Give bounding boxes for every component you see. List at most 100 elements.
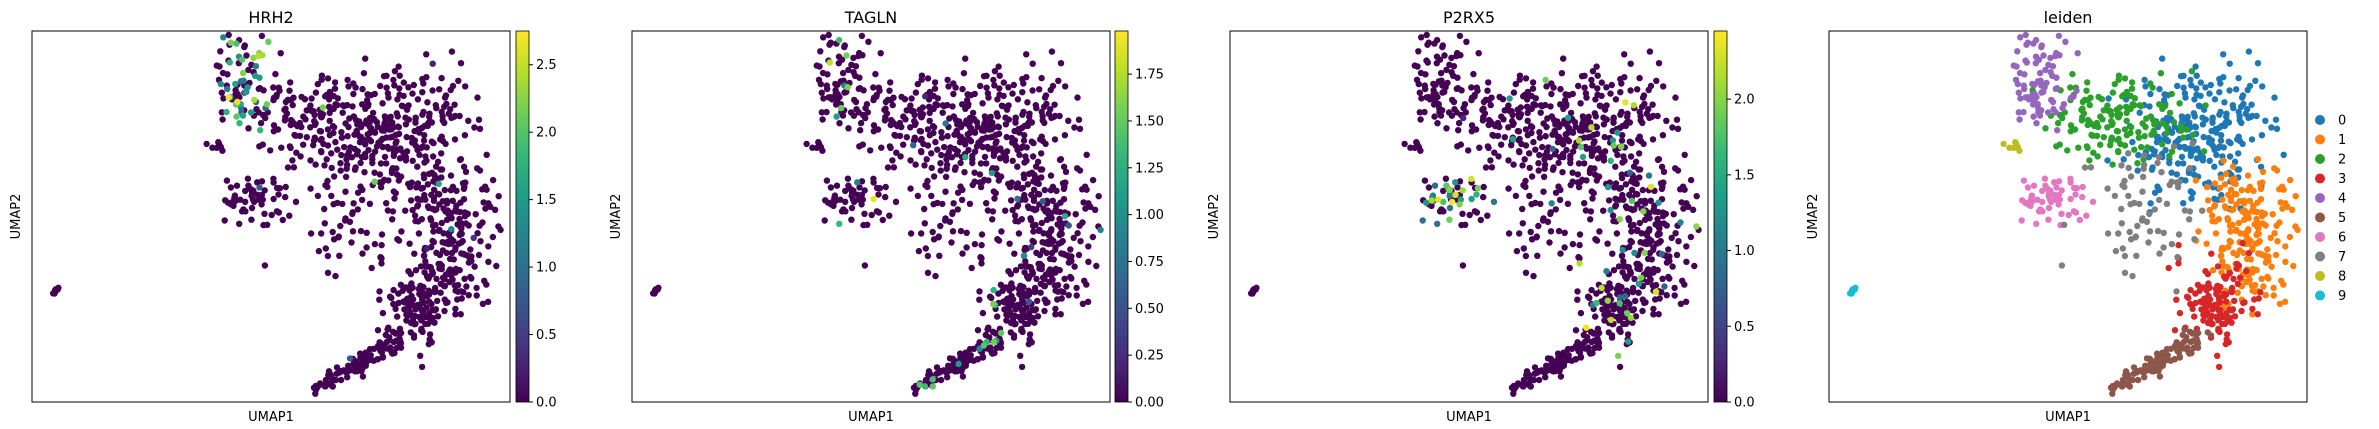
cell-point [1042,208,1049,215]
cell-point [1623,298,1631,305]
cell-point [1675,238,1682,245]
cell-point [2226,222,2234,229]
cell-point [2224,338,2231,345]
cell-point [967,138,975,145]
cell-point [1435,196,1442,203]
cell-point [284,164,292,171]
cell-point [932,138,939,146]
cell-point [321,220,328,227]
cell-point [1516,230,1523,237]
cell-point [969,181,976,189]
cell-point [2184,344,2191,351]
cell-point [1039,112,1046,120]
cell-point [876,87,883,94]
cell-point [2119,245,2126,252]
cell-point [217,80,224,88]
cell-point [1532,199,1539,207]
cell-point [258,178,266,185]
cell-point [1564,114,1572,122]
cell-point [962,55,969,62]
cell-point [1431,40,1438,47]
colorbar-tick-label: 1.25 [1135,161,1164,176]
cell-point [1006,309,1014,316]
cell-point [1512,192,1520,200]
cell-point [995,177,1002,184]
cell-point [1590,148,1597,155]
cell-point [2105,95,2112,102]
cell-point [381,113,389,120]
cell-point [2199,207,2206,214]
cell-point [1623,204,1631,212]
cell-point [430,238,437,246]
cell-point [2131,101,2138,109]
cell-point [2138,143,2145,151]
cell-point [2253,112,2260,120]
cell-point [454,281,462,289]
cell-point [1522,252,1530,260]
cell-point [411,321,418,328]
cell-point [1056,208,1064,216]
cell-point [328,192,335,200]
cell-point [950,90,957,98]
cell-point [1672,230,1679,237]
cell-point [1468,195,1475,203]
cell-point [456,112,463,120]
cell-point [1047,240,1055,247]
cell-point [970,357,977,364]
cell-point [364,102,372,110]
cell-point [2238,119,2245,127]
cell-point [325,371,332,379]
cell-point [2254,311,2261,318]
cell-point [415,125,422,133]
cell-point [2042,125,2049,132]
cell-point [2212,218,2219,225]
cell-point [1565,138,1573,145]
cell-point [947,144,954,151]
cell-point [279,216,286,224]
cell-point [1007,197,1015,204]
cell-point [389,208,397,215]
cell-point [1061,275,1068,282]
cell-point [333,370,340,377]
cell-point [423,51,430,58]
cell-point [1446,186,1453,193]
cell-point [475,116,483,123]
cell-point [1472,126,1480,133]
cell-point [2133,252,2140,259]
cell-point [1005,102,1012,109]
cell-point [2234,289,2241,296]
cell-point [431,307,438,314]
cell-point [990,300,997,308]
cell-point [1624,331,1632,338]
cell-point [2251,281,2259,289]
cell-point [928,192,935,200]
cell-point [2111,192,2119,200]
cell-point [1562,102,1570,110]
cell-point [1627,87,1634,94]
cell-point [2257,289,2264,296]
cell-point [2097,113,2104,120]
cell-point [276,87,283,94]
cell-point [1049,82,1057,90]
cell-point [1438,77,1445,84]
cell-point [380,127,388,134]
cell-point [1006,183,1014,191]
cell-point [1455,127,1462,134]
cell-point [1647,197,1655,204]
cell-point [1560,141,1567,148]
cell-point [2058,210,2065,217]
cell-point [881,117,889,124]
cell-point [1592,113,1600,120]
cell-point [2166,181,2173,189]
y-axis-label: UMAP2 [609,194,624,240]
cell-point [1547,103,1554,110]
cell-point [824,85,831,93]
cell-point [383,134,390,141]
cell-point [2189,189,2196,197]
cell-point [980,127,988,134]
cell-point [221,217,228,224]
cell-point [1555,227,1563,235]
cell-point [983,134,990,141]
cell-point [2037,206,2044,213]
cell-point [2079,193,2086,201]
